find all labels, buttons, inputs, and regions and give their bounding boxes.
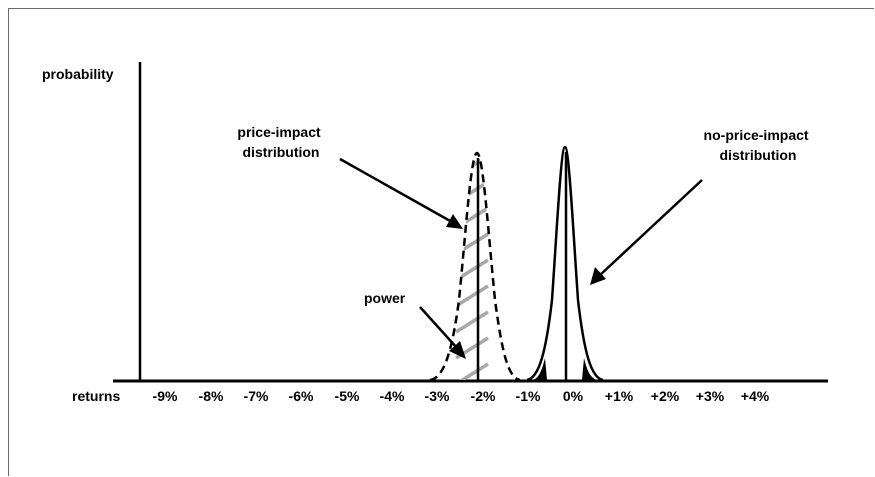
tick-label: -9% xyxy=(153,388,178,404)
price-impact-curve xyxy=(429,151,521,382)
tick-label: -4% xyxy=(380,388,405,404)
left-rejection-tail xyxy=(533,358,547,380)
tick-label: -6% xyxy=(289,388,314,404)
figure-frame xyxy=(8,8,874,476)
hatch-stripe xyxy=(455,180,489,204)
hatch-stripe xyxy=(455,206,489,230)
tick-label: +2% xyxy=(651,388,680,404)
arrow-price-impact xyxy=(339,157,463,229)
tick-label: -2% xyxy=(471,388,496,404)
hatch-stripe xyxy=(455,310,489,334)
tick-label: +4% xyxy=(741,388,770,404)
tick-label: 0% xyxy=(563,388,584,404)
no-price-impact-curve xyxy=(526,145,604,382)
price-impact-label: price-impact distribution xyxy=(237,124,324,160)
tick-label: +3% xyxy=(696,388,725,404)
tick-label: -8% xyxy=(199,388,224,404)
tick-label: +1% xyxy=(605,388,634,404)
hatch-stripe xyxy=(455,362,489,380)
hatch-stripe xyxy=(455,284,489,308)
tick-label: -7% xyxy=(244,388,269,404)
tick-label: -3% xyxy=(425,388,450,404)
tick-label: -1% xyxy=(516,388,541,404)
hatch-stripe xyxy=(455,232,489,256)
right-rejection-tail xyxy=(582,358,597,380)
arrow-power xyxy=(419,306,466,359)
power-label: power xyxy=(364,290,406,306)
x-axis-label: returns xyxy=(72,388,120,404)
arrow-no-price-impact xyxy=(590,179,703,285)
tick-labels: -9% -8% -7% -6% -5% -4% -3% -2% -1% 0% +… xyxy=(153,388,770,404)
tick-label: -5% xyxy=(335,388,360,404)
no-price-impact-label: no-price-impact distribution xyxy=(704,127,813,163)
y-axis-label: probability xyxy=(42,66,114,82)
